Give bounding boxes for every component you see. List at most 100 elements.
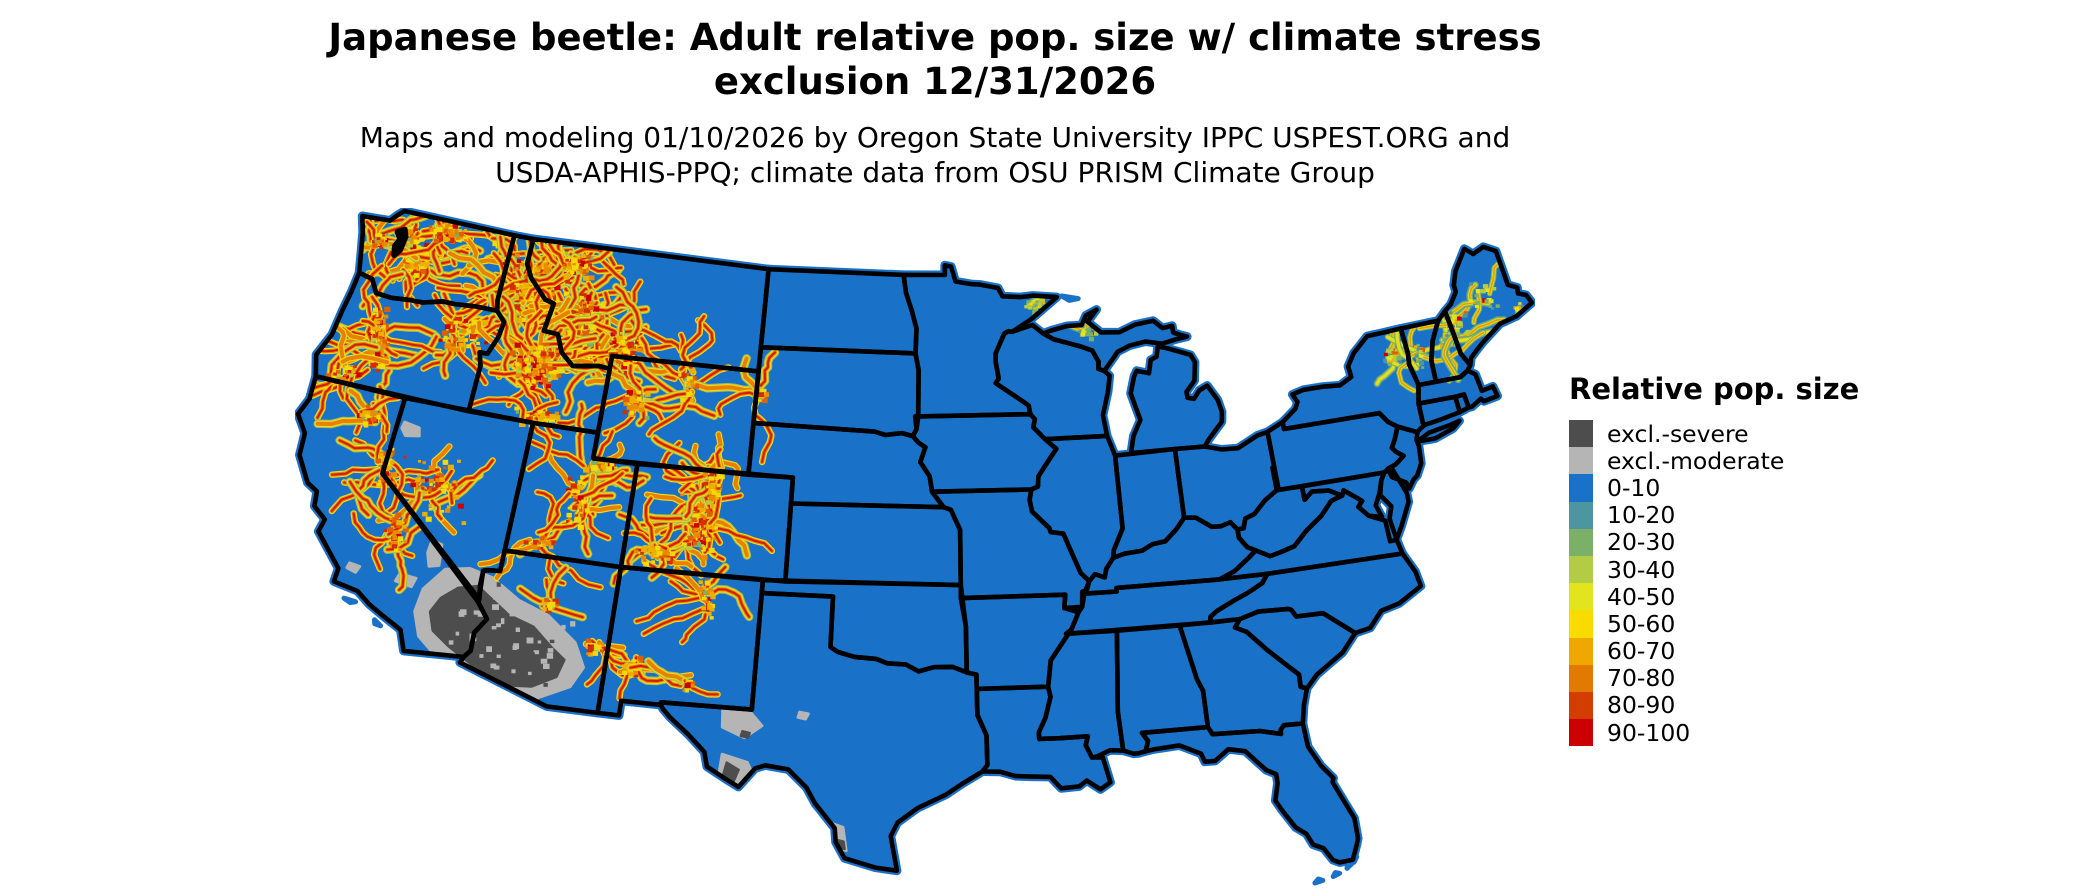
pop-speck — [391, 544, 397, 549]
pop-speck — [326, 373, 332, 378]
pop-speck — [701, 596, 706, 601]
pop-speck — [637, 655, 644, 661]
pop-speck — [588, 646, 594, 651]
pop-speck — [1398, 361, 1402, 365]
pop-speck — [582, 303, 587, 307]
pop-speck — [519, 421, 526, 427]
pop-speck — [527, 299, 532, 304]
pop-speck — [707, 612, 712, 616]
pop-speck — [396, 533, 402, 539]
pop-speck — [392, 524, 397, 528]
legend-swatch — [1569, 719, 1593, 747]
pop-speck — [577, 524, 584, 530]
pop-speck — [351, 369, 356, 374]
pop-speck — [481, 319, 489, 326]
pop-speck — [639, 660, 643, 664]
pop-speck — [638, 407, 645, 412]
pop-speck — [471, 319, 478, 325]
pop-speck — [379, 244, 385, 249]
pop-speck — [555, 349, 560, 355]
pop-speck — [444, 324, 451, 329]
pop-speck — [410, 245, 417, 252]
pop-speck — [579, 268, 584, 272]
pop-speck — [370, 362, 377, 368]
pop-speck — [552, 369, 559, 376]
exclusion-speck — [486, 636, 492, 642]
pop-ridge — [681, 613, 707, 644]
pop-speck — [583, 467, 590, 473]
pop-speck — [632, 412, 636, 416]
pop-speck — [458, 229, 462, 232]
pop-speck — [582, 269, 589, 275]
pop-speck — [1083, 331, 1087, 334]
pop-speck — [702, 605, 710, 612]
pop-speck — [1469, 282, 1473, 286]
pop-speck — [378, 480, 382, 483]
pop-speck — [705, 508, 711, 513]
pop-speck — [622, 335, 628, 340]
state-fill-nd — [756, 264, 921, 358]
pop-speck — [702, 536, 708, 542]
pop-speck — [640, 555, 647, 561]
pop-speck — [594, 469, 601, 475]
pop-speck — [566, 520, 570, 523]
pop-speck — [1484, 299, 1489, 303]
pop-speck — [704, 513, 709, 518]
pop-speck — [353, 365, 357, 368]
pop-speck — [714, 488, 721, 494]
pop-speck — [381, 324, 386, 329]
pop-speck — [386, 465, 393, 471]
pop-speck — [550, 373, 554, 377]
pop-speck — [416, 245, 421, 250]
exclusion-speck — [502, 659, 509, 665]
legend-swatch — [1569, 691, 1593, 720]
pop-speck — [689, 379, 695, 384]
pop-speck — [372, 240, 376, 244]
pop-speck — [630, 350, 636, 356]
pop-speck — [1391, 345, 1396, 349]
pop-speck — [413, 239, 419, 245]
pop-speck — [505, 245, 511, 250]
us-map-svg — [293, 206, 1537, 886]
pop-speck — [706, 484, 711, 488]
pop-speck — [690, 398, 694, 402]
legend-label: 80-90 — [1607, 691, 1676, 720]
pop-speck — [631, 659, 636, 663]
pop-speck — [582, 330, 590, 337]
legend-label: 60-70 — [1607, 637, 1676, 666]
pop-speck — [581, 326, 585, 330]
pop-speck — [371, 337, 376, 342]
pop-speck — [376, 238, 382, 243]
pop-speck — [693, 527, 698, 532]
pop-speck — [586, 255, 591, 259]
pop-speck — [519, 317, 526, 322]
pop-speck — [692, 383, 699, 390]
pop-speck — [404, 263, 411, 269]
pop-speck — [592, 306, 600, 312]
pop-speck — [365, 404, 371, 409]
pop-speck — [696, 527, 701, 531]
pop-speck — [523, 374, 528, 379]
pop-speck — [708, 476, 714, 481]
pop-speck — [525, 379, 530, 384]
pop-speck — [547, 366, 553, 371]
pop-speck — [623, 360, 630, 367]
pop-speck — [392, 517, 399, 523]
pop-ridge — [357, 469, 381, 516]
legend-label: 30-40 — [1607, 555, 1676, 584]
pop-speck — [447, 238, 451, 241]
pop-speck — [440, 488, 447, 494]
pop-speck — [356, 372, 362, 377]
pop-speck — [586, 471, 591, 476]
pop-speck — [382, 242, 388, 247]
pop-speck — [436, 227, 443, 232]
pop-speck — [1456, 316, 1462, 321]
pop-speck — [651, 551, 657, 556]
pop-speck — [378, 336, 383, 339]
pop-speck — [455, 239, 459, 242]
pop-speck — [578, 308, 585, 314]
pop-speck — [403, 518, 408, 523]
pop-speck — [698, 524, 704, 529]
pop-speck — [635, 341, 639, 345]
pop-speck — [476, 346, 481, 351]
